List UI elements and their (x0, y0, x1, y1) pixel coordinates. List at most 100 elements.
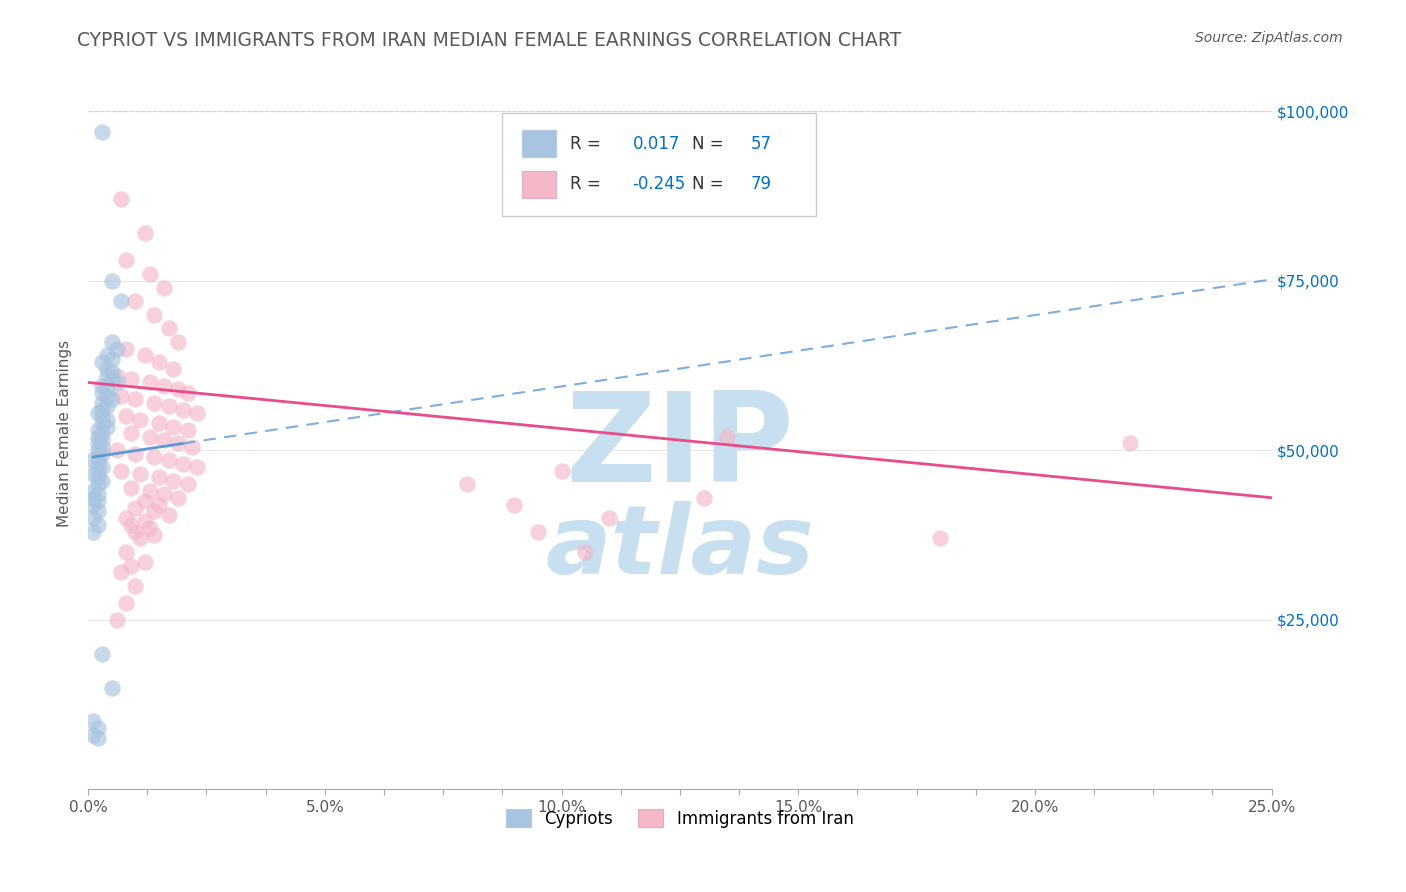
Point (101, 334, 124, 349)
Point (96, 362, 118, 376)
Point (105, 443, 128, 458)
Point (167, 436, 190, 450)
Point (176, 385, 198, 400)
Point (134, 555, 156, 569)
Point (101, 274, 124, 288)
Point (120, 558, 142, 573)
Legend: Cypriots, Immigrants from Iran: Cypriots, Immigrants from Iran (499, 803, 860, 834)
Point (86, 443, 108, 458)
Point (115, 545, 138, 559)
Point (929, 532, 952, 546)
Point (82, 714, 104, 729)
Y-axis label: Median Female Earnings: Median Female Earnings (58, 340, 72, 527)
Point (96, 382, 118, 396)
Point (143, 308, 166, 322)
Point (86, 470, 108, 484)
Point (91, 125, 114, 139)
Point (527, 524, 550, 539)
Point (129, 467, 152, 481)
Point (129, 532, 152, 546)
FancyBboxPatch shape (523, 130, 555, 157)
Point (503, 498, 526, 512)
Point (148, 498, 170, 512)
Point (101, 365, 124, 379)
Point (96, 413, 118, 427)
Point (167, 334, 190, 349)
Point (153, 379, 176, 393)
Point (110, 464, 132, 478)
Point (91, 433, 114, 447)
Point (138, 521, 160, 535)
Text: N =: N = (692, 135, 728, 153)
Point (124, 524, 146, 539)
Point (86, 457, 108, 471)
Point (110, 566, 132, 580)
Point (91, 440, 114, 454)
Point (134, 227, 156, 241)
Point (176, 477, 198, 491)
Point (82, 728, 104, 742)
Point (598, 511, 620, 525)
Point (550, 464, 572, 478)
Point (91, 426, 114, 441)
Point (143, 396, 166, 410)
Point (91, 402, 114, 417)
Point (105, 368, 128, 383)
Point (120, 426, 142, 441)
Point (91, 460, 114, 475)
Point (115, 253, 138, 268)
Point (86, 731, 108, 746)
Point (143, 450, 166, 464)
Point (157, 453, 180, 467)
Text: R =: R = (569, 175, 606, 194)
Point (162, 419, 184, 434)
Point (101, 351, 124, 366)
Point (124, 294, 146, 309)
Point (96, 389, 118, 403)
Point (82, 483, 104, 498)
Point (86, 721, 108, 735)
Point (86, 517, 108, 532)
Text: Source: ZipAtlas.com: Source: ZipAtlas.com (1195, 31, 1343, 45)
Point (86, 450, 108, 464)
Point (138, 376, 160, 390)
Point (91, 647, 114, 661)
Point (162, 362, 184, 376)
Point (153, 487, 176, 501)
Point (148, 470, 170, 484)
Point (105, 376, 128, 390)
Point (86, 487, 108, 501)
Point (86, 504, 108, 518)
Point (82, 467, 104, 481)
Point (134, 494, 156, 508)
Point (101, 392, 124, 407)
Point (101, 372, 124, 386)
Point (115, 409, 138, 424)
Point (115, 342, 138, 356)
Text: 79: 79 (751, 175, 772, 194)
Point (143, 528, 166, 542)
Point (692, 491, 714, 505)
Point (82, 453, 104, 467)
Point (153, 280, 176, 294)
Point (110, 193, 132, 207)
Point (134, 515, 156, 529)
Point (153, 433, 176, 447)
Point (148, 416, 170, 430)
Text: N =: N = (692, 175, 728, 194)
Point (86, 494, 108, 508)
Point (138, 430, 160, 444)
Text: -0.245: -0.245 (633, 175, 686, 194)
Point (134, 348, 156, 362)
Point (124, 447, 146, 461)
Point (82, 498, 104, 512)
Point (172, 457, 194, 471)
Text: CYPRIOT VS IMMIGRANTS FROM IRAN MEDIAN FEMALE EARNINGS CORRELATION CHART: CYPRIOT VS IMMIGRANTS FROM IRAN MEDIAN F… (77, 31, 901, 50)
FancyBboxPatch shape (502, 113, 815, 216)
Point (96, 368, 118, 383)
Point (157, 508, 180, 522)
Point (86, 464, 108, 478)
Point (167, 382, 190, 396)
Point (186, 460, 208, 475)
Text: R =: R = (569, 135, 606, 153)
